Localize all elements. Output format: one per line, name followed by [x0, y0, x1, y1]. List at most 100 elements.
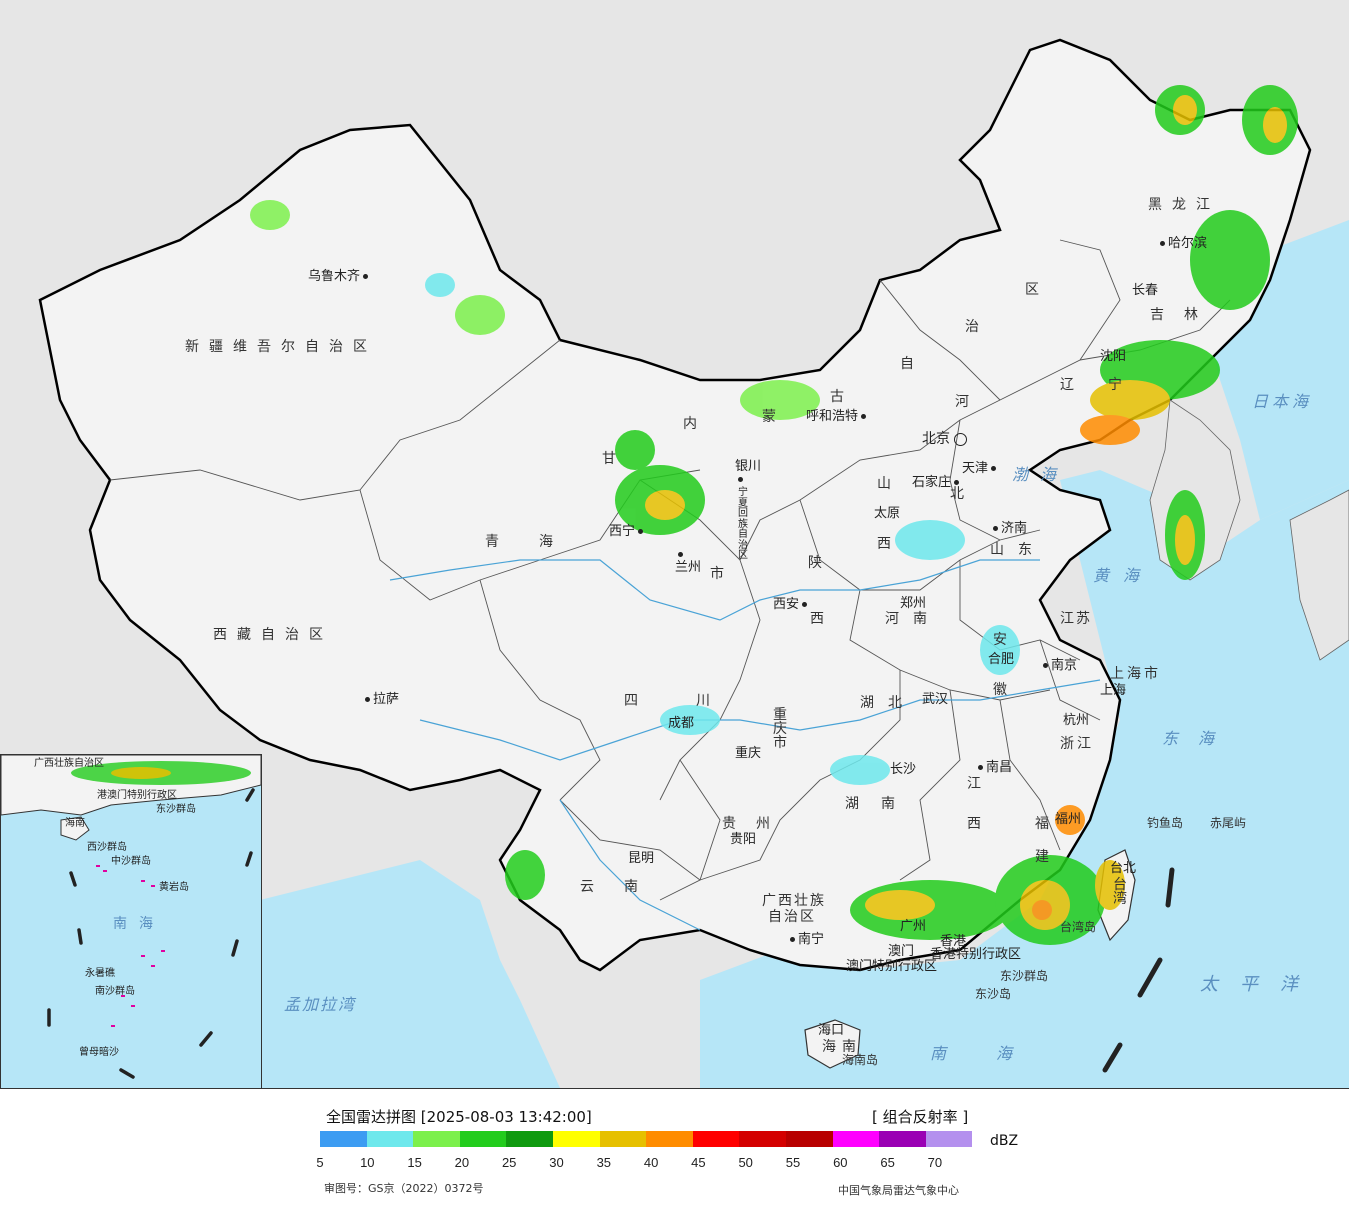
sea-ribenhai: 日本海 — [1252, 392, 1313, 411]
city-shijiazhuang: 石家庄 — [912, 476, 962, 489]
city-taiyuan: 太原 — [874, 506, 901, 521]
color-scale-tick: 50 — [738, 1155, 753, 1170]
province-nmg-3: 古 — [830, 389, 854, 405]
city-chongqing: 重庆 — [735, 746, 762, 761]
province-gansu-shi: 市 — [710, 566, 734, 582]
island-taiwandao: 台湾岛 — [1060, 920, 1097, 934]
island-hainandao: 海南岛 — [842, 1053, 879, 1067]
province-zhejiang: 浙江 — [1060, 736, 1094, 752]
city-changsha: 长沙 — [890, 762, 917, 777]
city-urumqi: 乌鲁木齐 — [308, 270, 371, 283]
inset-label-zhongsha: 中沙群岛 — [111, 856, 151, 867]
city-hongkong: 香港 — [940, 934, 967, 949]
radar-map: 新疆维吾尔自治区 西藏自治区 青海 甘 内 蒙 古 自 治 区 黑龙江 吉林 辽… — [0, 0, 1349, 1089]
province-fujian-2: 建 — [1035, 849, 1059, 865]
province-guangxi-1: 广西壮族 — [762, 893, 826, 909]
color-scale-tick: 25 — [501, 1155, 517, 1170]
city-guiyang: 贵阳 — [730, 832, 757, 847]
province-jiangsu: 江苏 — [1060, 611, 1092, 627]
color-swatch — [832, 1131, 880, 1147]
province-fujian-1: 福 — [1035, 816, 1059, 832]
review-number: 审图号：GS京（2022）0372号 — [324, 1182, 484, 1195]
sea-nanhai: 南海 — [930, 1044, 1063, 1063]
province-shaanxi-1: 陕 — [808, 555, 832, 571]
province-guangxi-2: 自治区 — [768, 909, 816, 925]
city-chengdu: 成都 — [668, 716, 695, 731]
province-sichuan-1: 四 — [624, 693, 648, 709]
province-nmg-4: 自 — [900, 356, 924, 372]
province-jiangxi-2: 西 — [967, 816, 991, 832]
city-hangzhou: 杭州 — [1063, 713, 1090, 728]
city-nanchang: 南昌 — [975, 761, 1012, 774]
color-scale-tick: 15 — [407, 1155, 422, 1170]
city-lanzhou: 兰州 — [675, 548, 701, 574]
sea-donghai: 东海 — [1162, 729, 1235, 748]
legend-title: 全国雷达拼图 [2025-08-03 13:42:00] — [326, 1108, 592, 1126]
province-shandong: 山东 — [990, 542, 1046, 558]
city-guangzhou: 广州 — [900, 919, 927, 934]
province-nmg-6: 区 — [1025, 282, 1049, 298]
color-scale-tick: 10 — [360, 1155, 375, 1170]
province-nmg-5: 治 — [965, 319, 989, 335]
city-zhengzhou: 郑州 — [900, 596, 927, 611]
inset-label-zengmu: 曾母暗沙 — [79, 1047, 119, 1058]
inset-label-yongshu: 永暑礁 — [85, 968, 115, 979]
province-xinjiang: 新疆维吾尔自治区 — [185, 339, 377, 355]
japan-islands — [1289, 489, 1349, 661]
island-dongshadao: 东沙岛 — [975, 987, 1012, 1001]
province-hongkong: 香港特别行政区 — [930, 947, 1022, 962]
legend-product: [ 组合反射率 ] — [872, 1108, 969, 1126]
inset-label-gangao: 港澳门特别行政区 — [97, 790, 177, 801]
color-scale-tick: 20 — [454, 1155, 470, 1170]
legend-panel — [0, 1089, 1349, 1208]
color-scale-tick: 45 — [691, 1155, 706, 1170]
province-sichuan-2: 川 — [696, 693, 720, 709]
province-shanxi-1: 山 — [877, 476, 901, 492]
province-liaoning-1: 辽 — [1060, 377, 1084, 393]
province-anhui-1: 安 — [993, 632, 1017, 648]
city-haikou: 海口 — [818, 1023, 845, 1038]
province-macau: 澳门特别行政区 — [846, 959, 938, 974]
city-macau: 澳门 — [888, 944, 915, 959]
color-swatch — [552, 1131, 600, 1147]
inset-label-nanhai: 南海 — [113, 916, 165, 932]
color-scale-tick: 5 — [316, 1155, 324, 1170]
south-china-sea-inset: 广西壮族自治区 港澳门特别行政区 东沙群岛 海南 西沙群岛 中沙群岛 黄岩岛 南… — [0, 754, 262, 1088]
province-yunnan: 云南 — [580, 879, 668, 895]
province-heilongjiang: 黑龙江 — [1148, 197, 1220, 213]
ocean-east — [700, 470, 1349, 1088]
map-canvas — [38, 38, 1349, 1088]
legend-unit: dBZ — [990, 1133, 1019, 1149]
province-hunan: 湖南 — [845, 796, 917, 812]
credit: 中国气象局雷达气象中心 — [838, 1184, 959, 1197]
city-harbin: 哈尔滨 — [1157, 237, 1207, 250]
city-beijing: 北京 — [922, 432, 967, 446]
city-hefei: 合肥 — [988, 652, 1015, 667]
province-nmg-2: 蒙 — [762, 409, 786, 425]
city-lhasa: 拉萨 — [362, 693, 399, 706]
color-scale-tick: 65 — [880, 1155, 895, 1170]
province-hubei: 湖北 — [860, 695, 916, 711]
city-yinchuan: 银川 — [735, 460, 761, 486]
city-kunming: 昆明 — [628, 851, 655, 866]
province-hebei-1: 河 — [955, 394, 979, 410]
island-chiweiyu: 赤尾屿 — [1210, 816, 1247, 830]
city-shenyang: 沈阳 — [1100, 349, 1127, 364]
province-anhui-2: 徽 — [993, 682, 1017, 698]
radar-echoes — [250, 85, 1298, 945]
color-scale-tick: 30 — [549, 1155, 564, 1170]
sea-taipingyang: 太平洋 — [1200, 974, 1320, 995]
city-fuzhou: 福州 — [1055, 812, 1082, 827]
province-liaoning-2: 宁 — [1108, 377, 1132, 393]
province-ningxia: 宁夏回族自治区 — [738, 487, 748, 561]
color-scale-tick: 60 — [833, 1155, 848, 1170]
city-jinan: 济南 — [990, 522, 1027, 535]
inset-label-huangyan: 黄岩岛 — [159, 882, 189, 893]
hainan-island — [804, 1019, 861, 1069]
color-swatch — [459, 1131, 507, 1147]
color-scale-tick: 40 — [643, 1155, 659, 1170]
province-taiwan: 台湾 — [1113, 877, 1127, 907]
province-guizhou: 贵州 — [722, 816, 790, 832]
color-swatch — [413, 1131, 460, 1147]
city-shanghai: 上海 — [1100, 683, 1127, 698]
